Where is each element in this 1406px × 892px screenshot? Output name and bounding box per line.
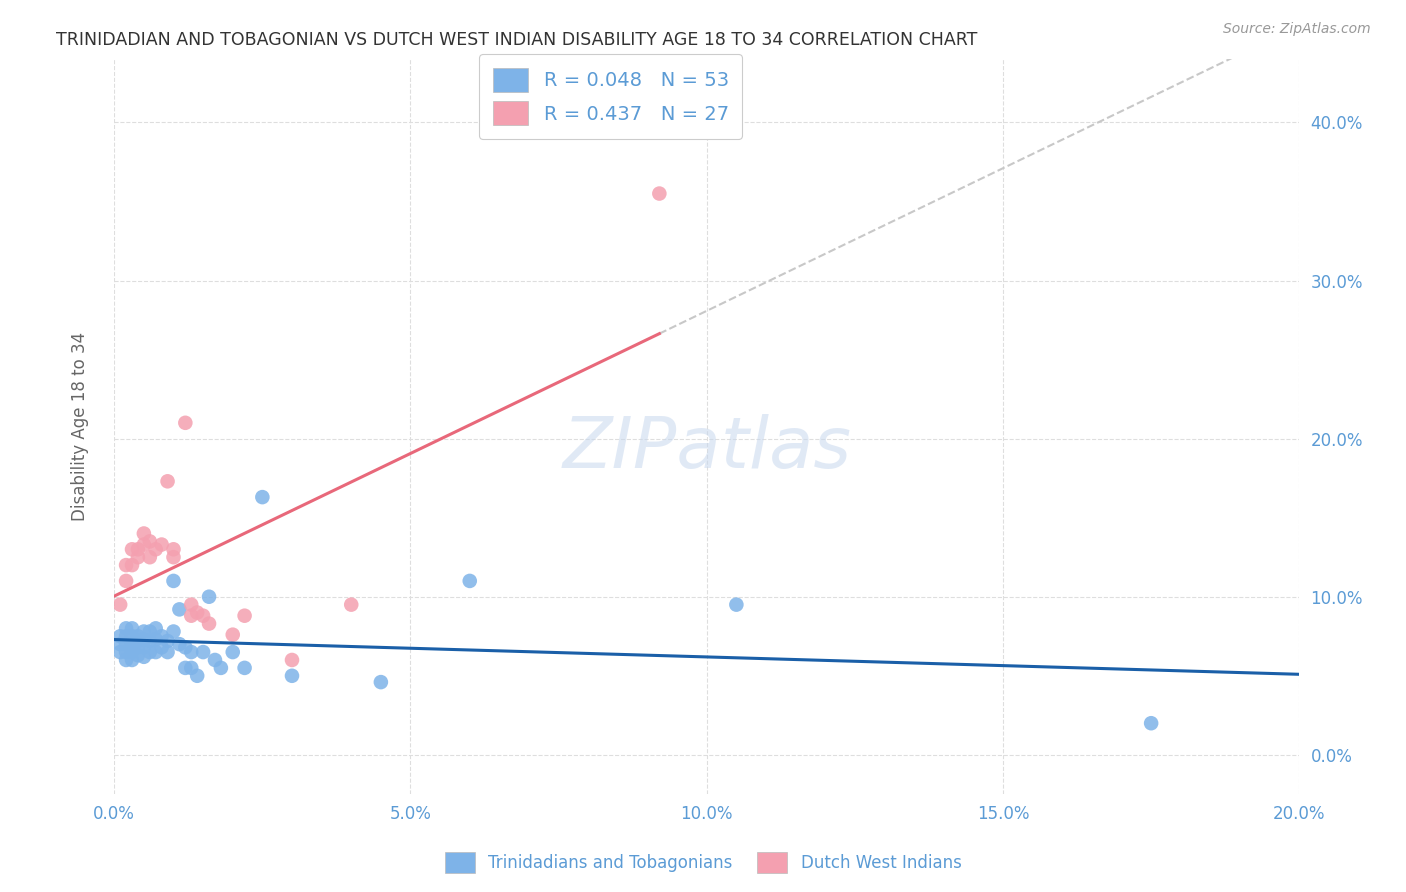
Point: [233, 608, 256, 623]
Point: [132, 537, 155, 551]
Point: [180, 661, 202, 675]
Point: [174, 661, 197, 675]
Point: [121, 637, 143, 651]
Legend: Trinidadians and Tobagonians, Dutch West Indians: Trinidadians and Tobagonians, Dutch West…: [437, 846, 969, 880]
Point: [127, 629, 149, 643]
Point: [115, 629, 138, 643]
Point: [115, 558, 138, 573]
Point: [115, 645, 138, 659]
Point: [108, 645, 131, 659]
Point: [458, 574, 481, 588]
Point: [186, 669, 208, 683]
Point: [233, 661, 256, 675]
Point: [139, 534, 162, 549]
Point: [115, 653, 138, 667]
Point: [340, 598, 363, 612]
Point: [108, 598, 131, 612]
Point: [222, 645, 245, 659]
Y-axis label: Disability Age 18 to 34: Disability Age 18 to 34: [72, 332, 89, 521]
Point: [370, 675, 392, 690]
Point: [108, 637, 131, 651]
Point: [725, 598, 748, 612]
Point: [156, 645, 179, 659]
Point: [145, 542, 167, 557]
Point: [139, 550, 162, 565]
Point: [222, 628, 245, 642]
Point: [121, 629, 143, 643]
Point: [127, 648, 149, 663]
Point: [132, 632, 155, 647]
Point: [162, 574, 184, 588]
Text: Source: ZipAtlas.com: Source: ZipAtlas.com: [1223, 22, 1371, 37]
Point: [132, 640, 155, 655]
Point: [209, 661, 232, 675]
Point: [121, 653, 143, 667]
Point: [145, 632, 167, 647]
Point: [127, 640, 149, 655]
Point: [121, 640, 143, 655]
Point: [132, 526, 155, 541]
Point: [139, 634, 162, 648]
Point: [139, 624, 162, 639]
Point: [169, 602, 191, 616]
Point: [156, 475, 179, 489]
Point: [174, 640, 197, 655]
Point: [121, 558, 143, 573]
Point: [150, 640, 173, 655]
Legend: R = 0.048   N = 53, R = 0.437   N = 27: R = 0.048 N = 53, R = 0.437 N = 27: [479, 54, 742, 138]
Point: [281, 669, 304, 683]
Point: [162, 624, 184, 639]
Point: [180, 598, 202, 612]
Point: [150, 537, 173, 551]
Point: [648, 186, 671, 201]
Point: [115, 637, 138, 651]
Point: [252, 490, 274, 504]
Point: [191, 608, 214, 623]
Point: [145, 645, 167, 659]
Point: [180, 608, 202, 623]
Point: [132, 624, 155, 639]
Point: [115, 621, 138, 635]
Point: [121, 645, 143, 659]
Point: [115, 574, 138, 588]
Point: [1140, 716, 1163, 731]
Point: [180, 645, 202, 659]
Point: [127, 634, 149, 648]
Point: [132, 649, 155, 664]
Point: [145, 621, 167, 635]
Point: [169, 637, 191, 651]
Text: TRINIDADIAN AND TOBAGONIAN VS DUTCH WEST INDIAN DISABILITY AGE 18 TO 34 CORRELAT: TRINIDADIAN AND TOBAGONIAN VS DUTCH WEST…: [56, 31, 977, 49]
Point: [127, 550, 149, 565]
Point: [198, 616, 221, 631]
Point: [191, 645, 214, 659]
Point: [204, 653, 226, 667]
Point: [198, 590, 221, 604]
Point: [156, 634, 179, 648]
Point: [186, 606, 208, 620]
Point: [121, 542, 143, 557]
Point: [281, 653, 304, 667]
Point: [121, 621, 143, 635]
Point: [108, 629, 131, 643]
Point: [162, 542, 184, 557]
Text: ZIPatlas: ZIPatlas: [562, 414, 851, 483]
Point: [139, 645, 162, 659]
Point: [127, 542, 149, 557]
Point: [162, 550, 184, 565]
Point: [150, 629, 173, 643]
Point: [174, 416, 197, 430]
